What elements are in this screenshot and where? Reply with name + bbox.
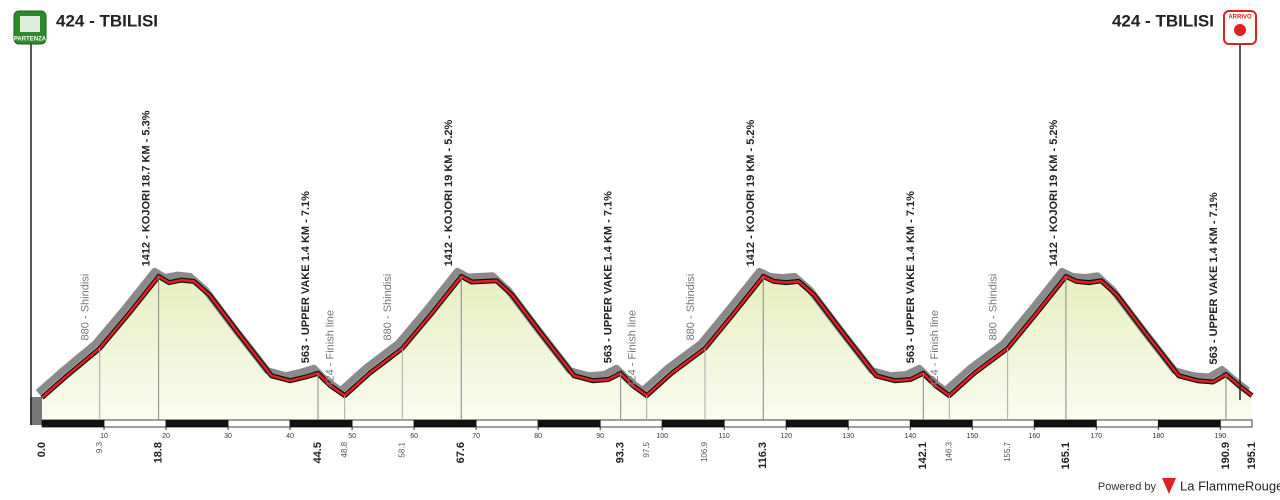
km-marker: 18.8 <box>153 442 165 463</box>
km-marker: 165.1 <box>1060 442 1072 470</box>
axis-segment <box>537 419 601 428</box>
x-tick-label: 120 <box>780 433 792 440</box>
km-marker: 67.6 <box>455 442 467 463</box>
footer-logo <box>1162 478 1176 494</box>
x-tick-label: 20 <box>162 433 170 440</box>
x-tick-label: 160 <box>1028 433 1040 440</box>
km-marker: 142.1 <box>917 442 929 470</box>
km-marker: 195.1 <box>1246 442 1258 470</box>
km-marker: 146.3 <box>944 441 953 462</box>
x-tick-label: 110 <box>719 433 730 440</box>
axis-segment <box>971 419 1035 428</box>
axis-segment <box>103 419 167 428</box>
x-tick-label: 10 <box>100 433 108 440</box>
footer-powered: Powered by <box>1098 481 1157 493</box>
km-marker: 9.3 <box>95 441 104 453</box>
waypoint-label: 424 - Finish line <box>929 310 941 388</box>
climb-label: 563 - UPPER VAKE 1.4 KM - 7.1% <box>300 191 312 363</box>
waypoint-label: 880 - Shindisi <box>382 274 394 341</box>
axis-segment <box>661 419 725 428</box>
km-marker: 155.7 <box>1003 441 1012 462</box>
x-tick-label: 70 <box>472 433 480 440</box>
waypoint-label: 424 - Finish line <box>627 310 639 388</box>
km-marker: 190.9 <box>1220 442 1232 470</box>
x-tick-label: 40 <box>286 433 294 440</box>
climb-label: 563 - UPPER VAKE 1.4 KM - 7.1% <box>603 191 615 363</box>
profile-line <box>41 275 1253 399</box>
axis-segment <box>909 419 973 428</box>
axis-segment <box>289 419 353 428</box>
x-tick-label: 30 <box>224 433 232 440</box>
waypoint-label: 880 - Shindisi <box>988 274 1000 341</box>
climb-label: 563 - UPPER VAKE 1.4 KM - 7.1% <box>1208 192 1220 364</box>
km-marker: 116.3 <box>757 442 769 469</box>
km-marker: 0.0 <box>36 442 48 457</box>
km-marker: 58.1 <box>397 441 406 457</box>
climb-label: 1412 - KOJORI 19 KM - 5.2% <box>745 119 757 266</box>
finish-badge-text: ARRIVO <box>1228 15 1252 21</box>
axis-segment <box>785 419 849 428</box>
axis-segment <box>1033 419 1097 428</box>
axis-segment <box>165 419 229 428</box>
km-marker: 97.5 <box>642 441 651 457</box>
km-marker: 106.9 <box>700 441 709 462</box>
x-tick-label: 60 <box>410 433 418 440</box>
climb-label: 1412 - KOJORI 19 KM - 5.2% <box>1048 119 1060 266</box>
x-tick-label: 90 <box>596 433 604 440</box>
axis-segment <box>475 419 539 428</box>
finish-icon <box>1234 24 1246 36</box>
waypoint-label: 424 - Finish line <box>325 310 337 388</box>
axis-segment <box>1095 419 1159 428</box>
km-marker: 44.5 <box>312 442 324 463</box>
x-tick-label: 130 <box>842 433 854 440</box>
axis-segment <box>227 419 291 428</box>
x-tick-label: 180 <box>1153 433 1165 440</box>
axis-segment <box>41 419 105 428</box>
waypoint-label: 880 - Shindisi <box>685 274 697 341</box>
finish-label: 424 - TBILISI <box>1112 11 1214 30</box>
start-flag <box>20 16 40 32</box>
x-tick-label: 100 <box>656 433 668 440</box>
climb-label: 1412 - KOJORI 18.7 KM - 5.3% <box>141 110 153 266</box>
x-tick-label: 80 <box>534 433 542 440</box>
start-label: 424 - TBILISI <box>56 11 158 30</box>
x-tick-label: 150 <box>966 433 978 440</box>
axis-segment <box>1219 419 1253 428</box>
climb-label: 563 - UPPER VAKE 1.4 KM - 7.1% <box>905 191 917 363</box>
axis-segment <box>723 419 787 428</box>
start-badge-text: PARTENZA <box>14 37 47 43</box>
axis-segment <box>1157 419 1221 428</box>
waypoint-label: 880 - Shindisi <box>80 274 92 341</box>
start-block <box>30 397 42 425</box>
x-tick-label: 190 <box>1215 433 1227 440</box>
km-marker: 48.8 <box>340 441 349 457</box>
x-tick-label: 140 <box>904 433 916 440</box>
x-tick-label: 50 <box>348 433 356 440</box>
axis-segment <box>351 419 415 428</box>
axis-segment <box>599 419 663 428</box>
axis-segment <box>847 419 911 428</box>
footer-brand: La FlammeRouge <box>1180 478 1280 493</box>
x-tick-label: 170 <box>1090 433 1102 440</box>
climb-label: 1412 - KOJORI 19 KM - 5.2% <box>443 119 455 266</box>
km-marker: 93.3 <box>615 442 627 463</box>
axis-segment <box>413 419 477 428</box>
